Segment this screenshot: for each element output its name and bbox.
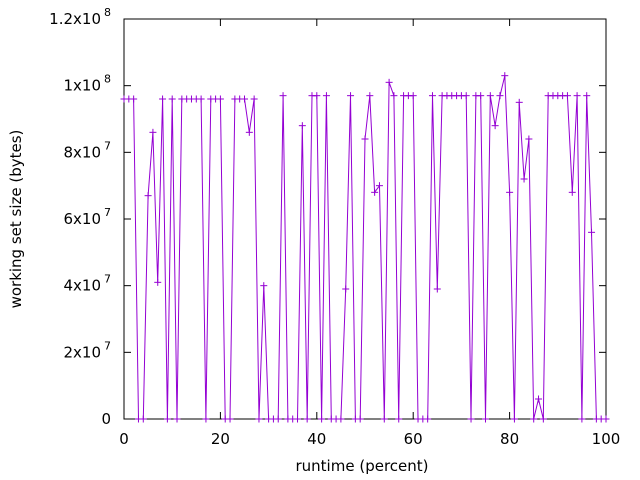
data-point xyxy=(535,395,543,403)
y-tick-label: 1x10 8 xyxy=(63,73,111,95)
data-point xyxy=(303,415,311,423)
data-point xyxy=(462,92,470,100)
y-tick-mantissa: 2x10 xyxy=(63,343,101,361)
series-line xyxy=(124,75,606,420)
y-tick-label: 8x10 7 xyxy=(63,139,111,161)
data-point xyxy=(371,188,379,196)
y-axis-label: working set size (bytes) xyxy=(7,130,25,309)
data-point xyxy=(496,92,504,100)
data-point xyxy=(588,228,596,236)
y-tick-exponent: 7 xyxy=(104,339,111,352)
y-tick-exponent: 8 xyxy=(104,6,111,19)
data-point xyxy=(506,188,514,196)
data-point xyxy=(226,415,234,423)
data-point xyxy=(245,128,253,136)
y-tick-mantissa: 8x10 xyxy=(63,143,101,161)
x-tick-label: 0 xyxy=(119,430,129,448)
data-point xyxy=(149,128,157,136)
data-point xyxy=(163,415,171,423)
x-tick-label: 20 xyxy=(211,430,230,448)
data-point xyxy=(366,92,374,100)
data-point xyxy=(356,415,364,423)
data-point xyxy=(467,415,475,423)
data-point xyxy=(241,95,248,103)
y-tick-exponent: 7 xyxy=(104,139,111,152)
data-point xyxy=(501,72,509,80)
plot-frame xyxy=(123,18,607,420)
y-tick-mantissa: 1.2x10 xyxy=(49,10,101,28)
data-point xyxy=(279,92,287,100)
data-point xyxy=(347,92,355,100)
data-point xyxy=(424,415,432,423)
data-point xyxy=(298,122,306,130)
series-layer xyxy=(120,72,610,423)
data-point xyxy=(250,95,258,103)
data-point xyxy=(361,135,369,143)
data-point xyxy=(583,92,591,100)
data-point xyxy=(525,135,533,143)
x-tick-label: 40 xyxy=(307,430,326,448)
data-point xyxy=(530,415,538,423)
data-point xyxy=(173,415,181,423)
data-point xyxy=(433,285,441,293)
y-tick-exponent: 7 xyxy=(104,273,111,286)
data-point xyxy=(274,415,282,423)
data-point xyxy=(539,415,547,423)
y-tick-exponent: 8 xyxy=(104,73,111,86)
y-tick-label: 1.2x10 8 xyxy=(49,6,111,28)
data-point xyxy=(144,192,152,200)
y-tick-label: 4x10 7 xyxy=(63,273,111,295)
data-point xyxy=(395,415,403,423)
data-point xyxy=(409,92,417,100)
x-tick-label: 60 xyxy=(404,430,423,448)
data-point xyxy=(318,415,326,423)
data-point xyxy=(482,415,489,423)
data-point xyxy=(197,95,205,103)
data-point xyxy=(578,415,586,423)
data-point xyxy=(602,415,610,423)
y-tick-mantissa: 1x10 xyxy=(63,77,101,95)
x-tick-label: 80 xyxy=(500,430,519,448)
data-point xyxy=(568,188,576,196)
data-point xyxy=(563,92,571,100)
data-point xyxy=(342,285,350,293)
y-tick-mantissa: 0 xyxy=(101,410,111,428)
data-point xyxy=(130,95,138,103)
data-point xyxy=(375,182,383,190)
x-axis-ticks: 0 20 40 60 80 100 xyxy=(119,19,620,448)
data-point xyxy=(255,415,263,423)
data-point xyxy=(510,415,518,423)
data-point xyxy=(428,92,436,100)
y-tick-label: 2x10 7 xyxy=(63,339,111,361)
data-point xyxy=(322,92,330,100)
data-point xyxy=(337,415,345,423)
x-axis-label: runtime (percent) xyxy=(296,457,429,475)
data-point xyxy=(294,415,302,423)
data-point xyxy=(390,92,398,100)
data-point xyxy=(154,278,162,286)
data-point xyxy=(520,175,528,183)
data-point xyxy=(202,415,210,423)
data-point xyxy=(139,415,147,423)
data-point xyxy=(216,95,224,103)
y-tick-label: 6x10 7 xyxy=(63,206,111,228)
data-point xyxy=(260,282,268,290)
data-point xyxy=(385,78,393,86)
data-point xyxy=(486,92,494,100)
y-tick-label: 0 xyxy=(101,410,111,428)
data-point xyxy=(515,98,523,106)
data-point xyxy=(313,92,321,100)
y-tick-mantissa: 6x10 xyxy=(63,210,101,228)
data-point xyxy=(159,95,167,103)
data-point xyxy=(477,92,485,100)
data-point xyxy=(380,415,388,423)
data-point xyxy=(168,95,176,103)
x-tick-label: 100 xyxy=(592,430,621,448)
y-tick-mantissa: 4x10 xyxy=(63,277,101,295)
data-point xyxy=(573,92,581,100)
data-point xyxy=(491,122,499,130)
y-tick-exponent: 7 xyxy=(104,206,111,219)
